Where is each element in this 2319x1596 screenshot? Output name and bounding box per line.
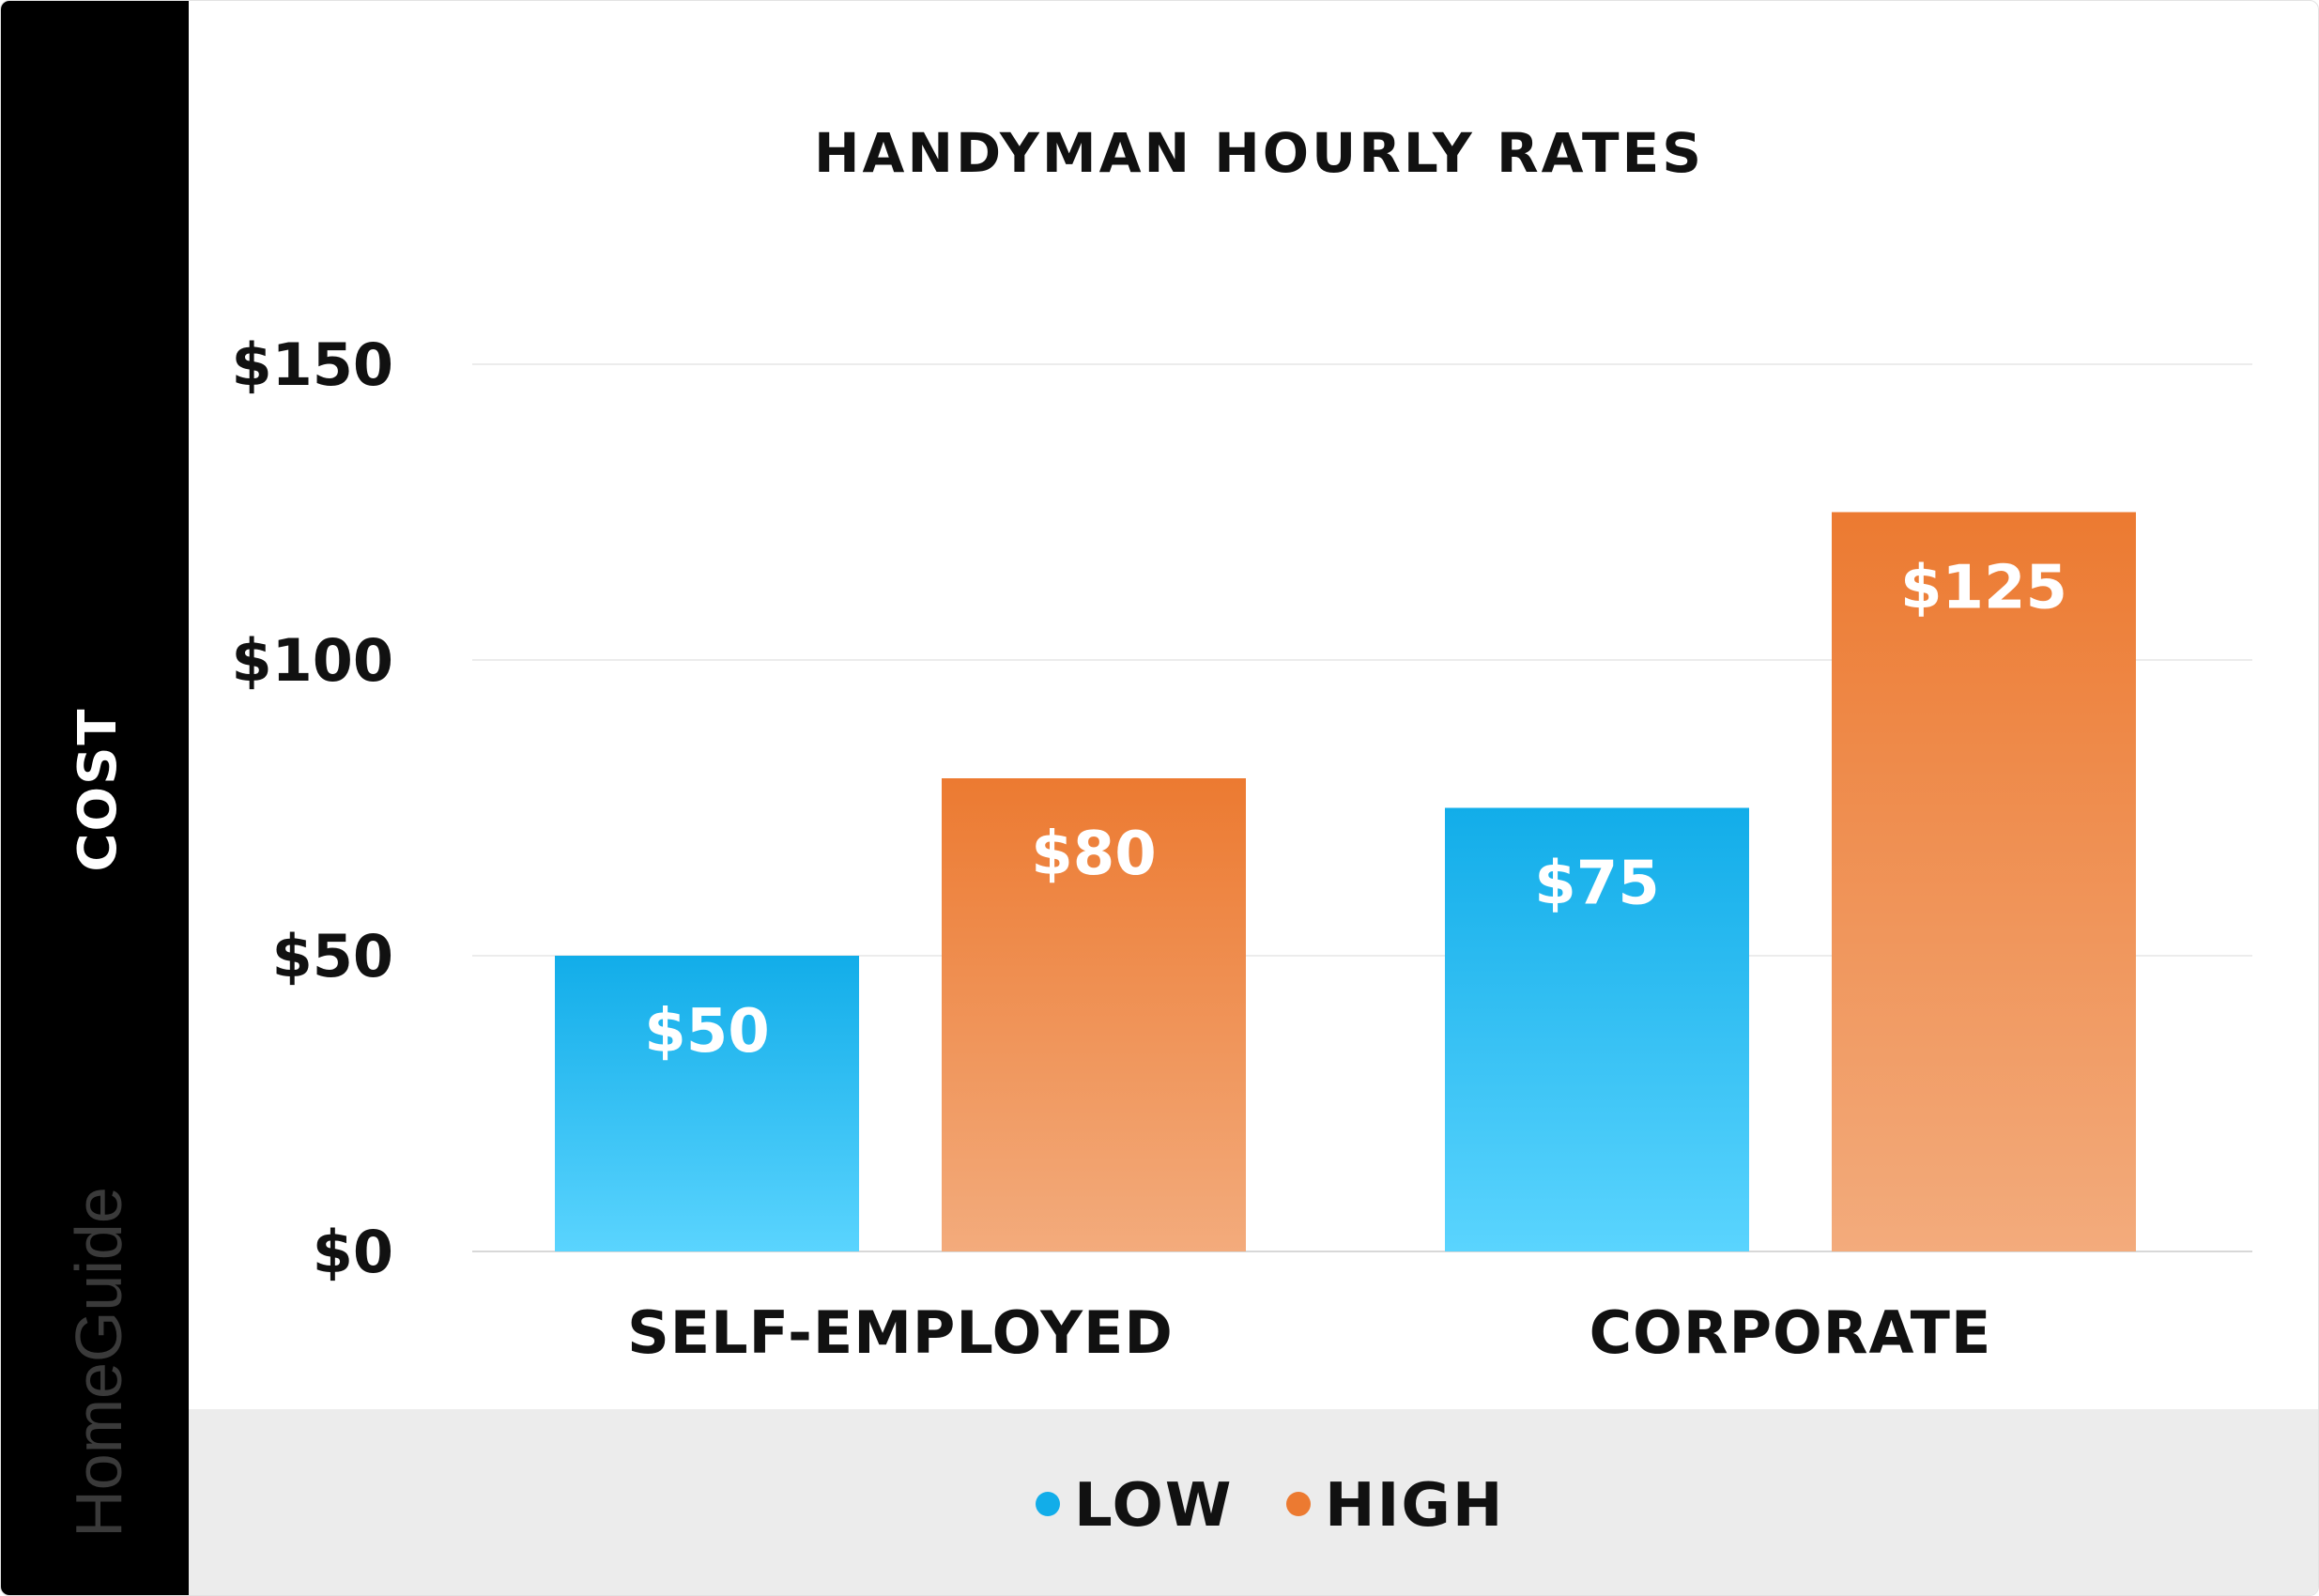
bar-data-labels: $50 $80 $75 $125 bbox=[644, 554, 2067, 1067]
x-tick-label: SELF-EMPLOYED bbox=[627, 1298, 1174, 1367]
y-tick-label: $0 bbox=[313, 1218, 393, 1286]
legend-swatch-low bbox=[1036, 1492, 1060, 1516]
bar-value-label: $75 bbox=[1534, 850, 1660, 919]
y-tick-label: $150 bbox=[231, 330, 393, 399]
bar-low-1 bbox=[555, 956, 859, 1251]
bar-value-label: $125 bbox=[1900, 554, 2067, 623]
legend-swatch-high bbox=[1286, 1492, 1311, 1516]
y-axis-title-area: COST bbox=[68, 707, 129, 871]
bars bbox=[555, 512, 2136, 1251]
chart-title: HANDYMAN HOURLY RATES bbox=[814, 121, 1704, 185]
y-axis-label: COST bbox=[68, 707, 129, 871]
y-axis-ticks: $0 $50 $100 $150 bbox=[231, 330, 393, 1286]
brand-logo: HomeGuide bbox=[62, 1187, 135, 1538]
bar-high-2 bbox=[1832, 512, 2136, 1251]
x-axis-ticks: SELF-EMPLOYED CORPORATE bbox=[627, 1298, 1992, 1367]
bar-value-label: $80 bbox=[1031, 820, 1157, 889]
y-tick-label: $50 bbox=[272, 922, 393, 990]
bar-value-label: $50 bbox=[644, 997, 770, 1067]
legend-band bbox=[189, 1409, 2318, 1595]
bar-high-1 bbox=[942, 778, 1246, 1251]
x-tick-label: CORPORATE bbox=[1590, 1298, 1992, 1367]
y-tick-label: $100 bbox=[231, 626, 393, 695]
legend: LOW HIGH bbox=[1036, 1471, 1504, 1541]
legend-label-high: HIGH bbox=[1325, 1471, 1504, 1541]
bar-low-2 bbox=[1445, 807, 1749, 1251]
sidebar: COST HomeGuide bbox=[1, 1, 189, 1595]
legend-label-low: LOW bbox=[1074, 1471, 1234, 1541]
brand-wordmark: HomeGuide bbox=[62, 1187, 135, 1538]
